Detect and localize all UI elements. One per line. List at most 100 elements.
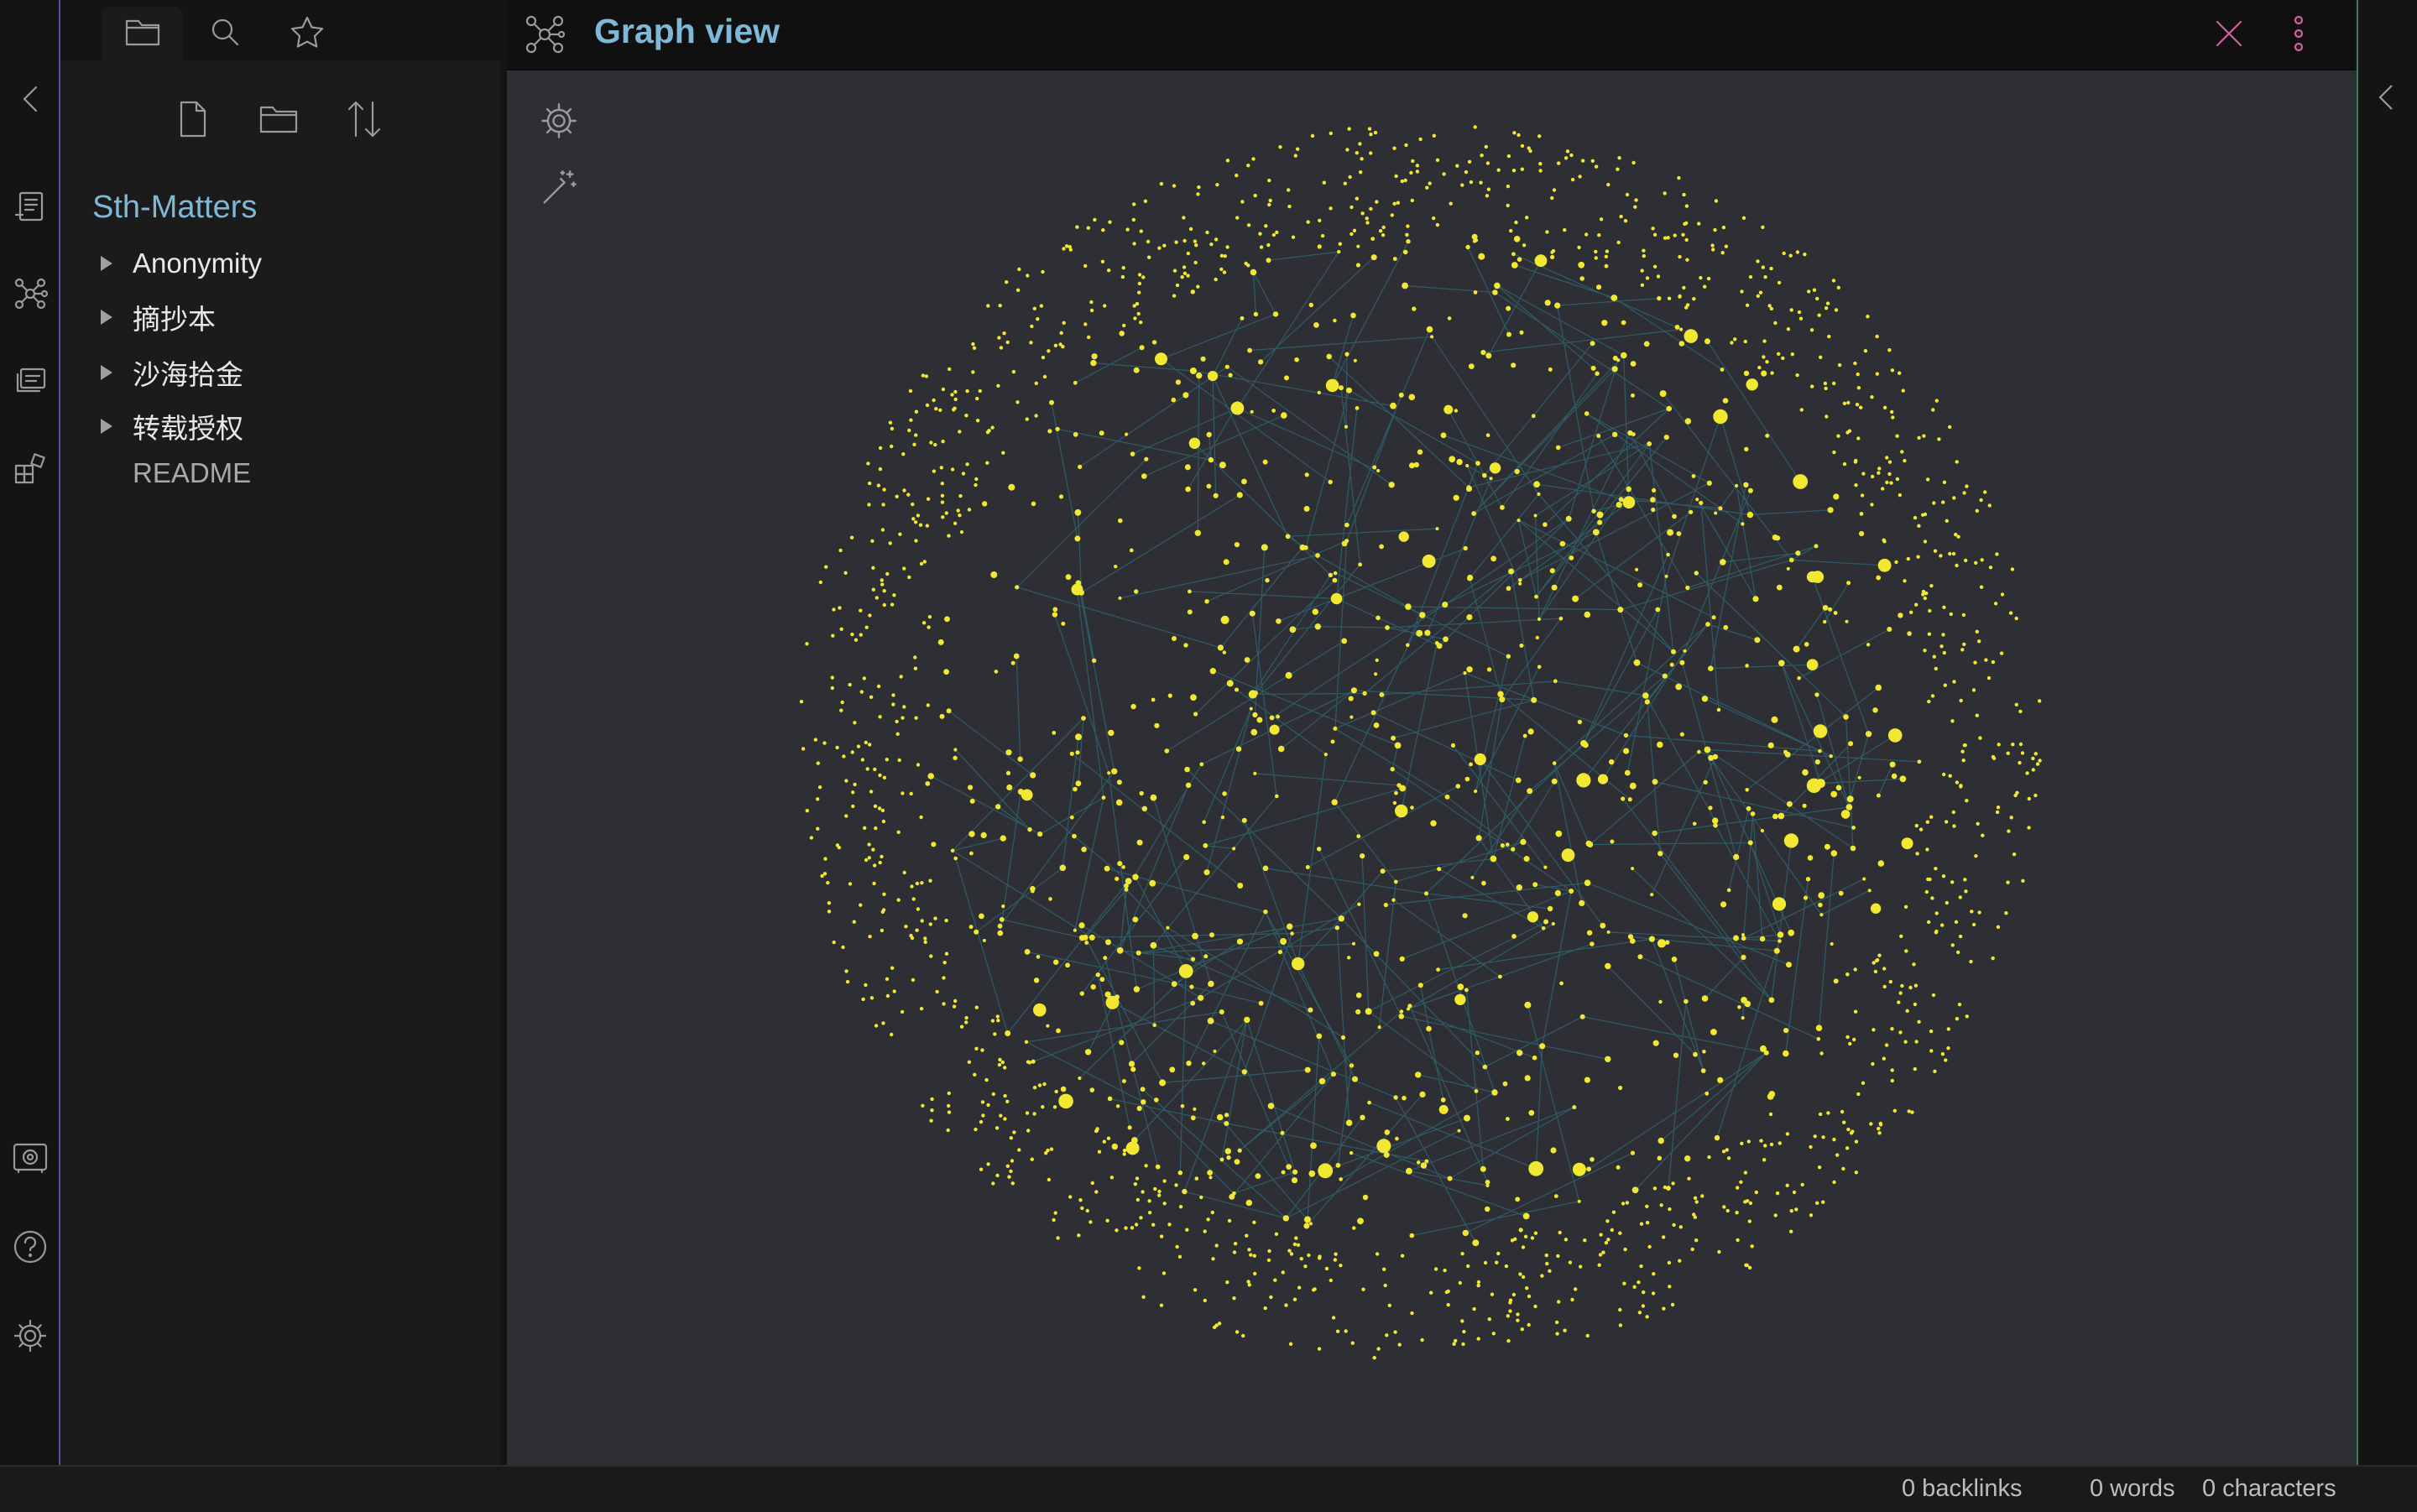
graph-orphan-node: [1789, 1229, 1793, 1233]
folder-icon[interactable]: [121, 10, 164, 54]
graph-node: [1621, 796, 1626, 801]
graph-orphan-node: [2000, 592, 2005, 597]
graph-orphan-node: [1870, 474, 1875, 479]
graph-node: [1464, 988, 1469, 993]
graph-orphan-node: [1159, 1303, 1164, 1307]
graph-orphan-node: [1203, 1298, 1207, 1303]
graph-orphan-node: [1162, 1271, 1167, 1275]
graph-settings-icon[interactable]: [535, 97, 582, 144]
graph-orphan-node: [1235, 1330, 1240, 1334]
graph-orphan-node: [1871, 1061, 1875, 1066]
graph-orphan-node: [1015, 288, 1021, 292]
vault-icon[interactable]: [12, 1139, 49, 1176]
folder-item-anonymity[interactable]: Anonymity: [92, 238, 262, 289]
folder-item-reprint[interactable]: 转载授权: [92, 401, 243, 451]
graph-orphan-node: [1294, 1236, 1298, 1240]
graph-node: [1786, 962, 1792, 968]
graph-orphan-node: [1900, 983, 1904, 988]
vault-name[interactable]: Sth-Matters: [92, 190, 258, 225]
help-icon[interactable]: [12, 1228, 49, 1265]
collapse-caret-icon[interactable]: [101, 419, 112, 434]
graph-orphan-node: [1394, 174, 1398, 179]
graph-node: [1675, 683, 1683, 691]
sort-icon[interactable]: [339, 94, 389, 144]
graph-node: [1464, 1114, 1470, 1122]
graph-view-icon[interactable]: [12, 275, 49, 312]
graph-node: [1617, 607, 1624, 613]
graph-node: [931, 842, 937, 847]
graph-node: [1341, 638, 1348, 644]
graph-node: [1683, 649, 1687, 653]
graph-node: [1398, 1014, 1405, 1019]
graph-orphan-node: [1186, 251, 1191, 256]
graph-node: [1332, 577, 1338, 583]
plugins-icon[interactable]: [12, 450, 49, 487]
graph-node: [1648, 936, 1655, 942]
graph-node: [953, 856, 958, 861]
graph-orphan-node: [1075, 225, 1079, 229]
graph-orphan-node: [882, 892, 886, 896]
new-folder-icon[interactable]: [253, 94, 304, 144]
graph-node: [916, 763, 921, 767]
graph-node: [979, 913, 984, 920]
file-item-readme[interactable]: README: [92, 448, 251, 498]
graph-orphan-node: [1452, 1342, 1456, 1347]
graph-orphan-node: [892, 593, 896, 597]
slides-icon[interactable]: [12, 362, 49, 399]
graph-node: [1207, 371, 1219, 382]
graph-node: [926, 703, 930, 707]
graph-orphan-node: [1223, 254, 1227, 258]
graph-node: [1056, 1028, 1061, 1034]
star-icon[interactable]: [285, 10, 329, 54]
close-icon[interactable]: [2212, 17, 2246, 50]
graph-canvas[interactable]: [507, 70, 2357, 1465]
graph-node: [1424, 891, 1428, 896]
graph-orphan-node: [1544, 1253, 1549, 1258]
graph-node: [1323, 753, 1328, 757]
graph-node: [1059, 864, 1067, 872]
graph-orphan-node: [953, 521, 958, 525]
graph-orphan-node: [1917, 1019, 1921, 1025]
collapse-caret-icon[interactable]: [101, 365, 112, 380]
graph-node: [1572, 1105, 1577, 1110]
graph-node: [1605, 1056, 1611, 1063]
graph-node: [1853, 967, 1857, 972]
new-note-icon[interactable]: [168, 94, 218, 144]
folder-item-gold[interactable]: 沙海拾金: [92, 347, 243, 398]
pane-divider[interactable]: [500, 0, 507, 1465]
magic-wand-icon[interactable]: [535, 164, 582, 211]
search-icon[interactable]: [203, 10, 247, 54]
graph-orphan-node: [1849, 1131, 1854, 1135]
graph-orphan-node: [996, 383, 1000, 388]
graph-orphan-node: [859, 690, 864, 694]
graph-node: [1823, 619, 1827, 624]
graph-orphan-node: [1878, 1123, 1883, 1127]
graph-orphan-node: [1446, 1289, 1450, 1294]
graph-orphan-node: [1244, 261, 1248, 266]
graph-node: [1804, 642, 1809, 647]
settings-icon[interactable]: [12, 1317, 49, 1354]
graph-node: [1006, 784, 1013, 791]
graph-orphan-node: [1017, 267, 1021, 272]
graph-orphan-node: [1225, 245, 1229, 249]
folder-item-excerpts[interactable]: 摘抄本: [92, 292, 216, 342]
collapse-sidebar-icon[interactable]: [12, 81, 49, 117]
graph-node: [1269, 715, 1275, 721]
graph-node: [1833, 611, 1838, 615]
graph-orphan-node: [1318, 1254, 1322, 1259]
graph-node: [1676, 531, 1682, 536]
expand-right-sidebar-icon[interactable]: [2375, 82, 2397, 117]
graph-network[interactable]: [507, 70, 2357, 1465]
graph-node: [1114, 565, 1118, 569]
graph-node: [1795, 550, 1801, 556]
more-options-icon[interactable]: [2286, 15, 2311, 52]
graph-node: [1462, 1229, 1470, 1237]
collapse-caret-icon[interactable]: [101, 256, 112, 271]
open-quick-switcher-icon[interactable]: [12, 188, 49, 225]
collapse-caret-icon[interactable]: [101, 310, 112, 325]
graph-node: [1245, 1199, 1253, 1207]
graph-orphan-node: [1292, 1242, 1297, 1247]
backlinks-count[interactable]: 0 backlinks: [1902, 1475, 2023, 1502]
graph-node: [1285, 534, 1291, 540]
graph-node: [1665, 940, 1670, 945]
